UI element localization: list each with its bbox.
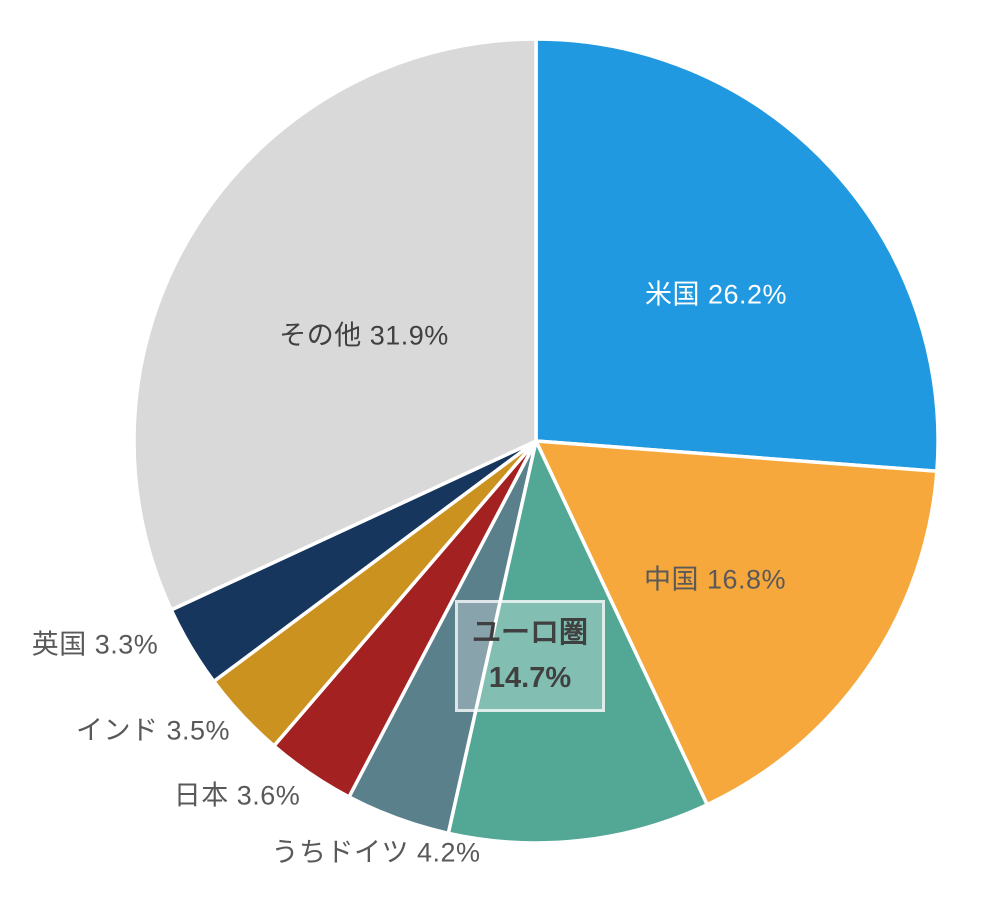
- label-usa: 米国 26.2%: [644, 279, 788, 310]
- label-others: その他 31.9%: [279, 320, 449, 351]
- label-japan: 日本 3.6%: [173, 780, 301, 811]
- eurozone-callout-box: ユーロ圏 14.7%: [455, 600, 605, 712]
- pie-slice-others: [132, 37, 538, 612]
- label-india: インド 3.5%: [75, 715, 231, 746]
- label-uk: 英国 3.3%: [31, 629, 159, 660]
- pie-slice-usa: [534, 37, 940, 474]
- pie-slice-eurozone_excl_germany: [446, 439, 709, 845]
- eurozone-value: 14.7%: [488, 662, 572, 694]
- label-china: 中国 16.8%: [643, 564, 787, 595]
- pie-slice-china: [534, 439, 939, 807]
- eurozone-label: ユーロ圏: [471, 617, 588, 650]
- label-germany: うちドイツ 4.2%: [271, 837, 481, 868]
